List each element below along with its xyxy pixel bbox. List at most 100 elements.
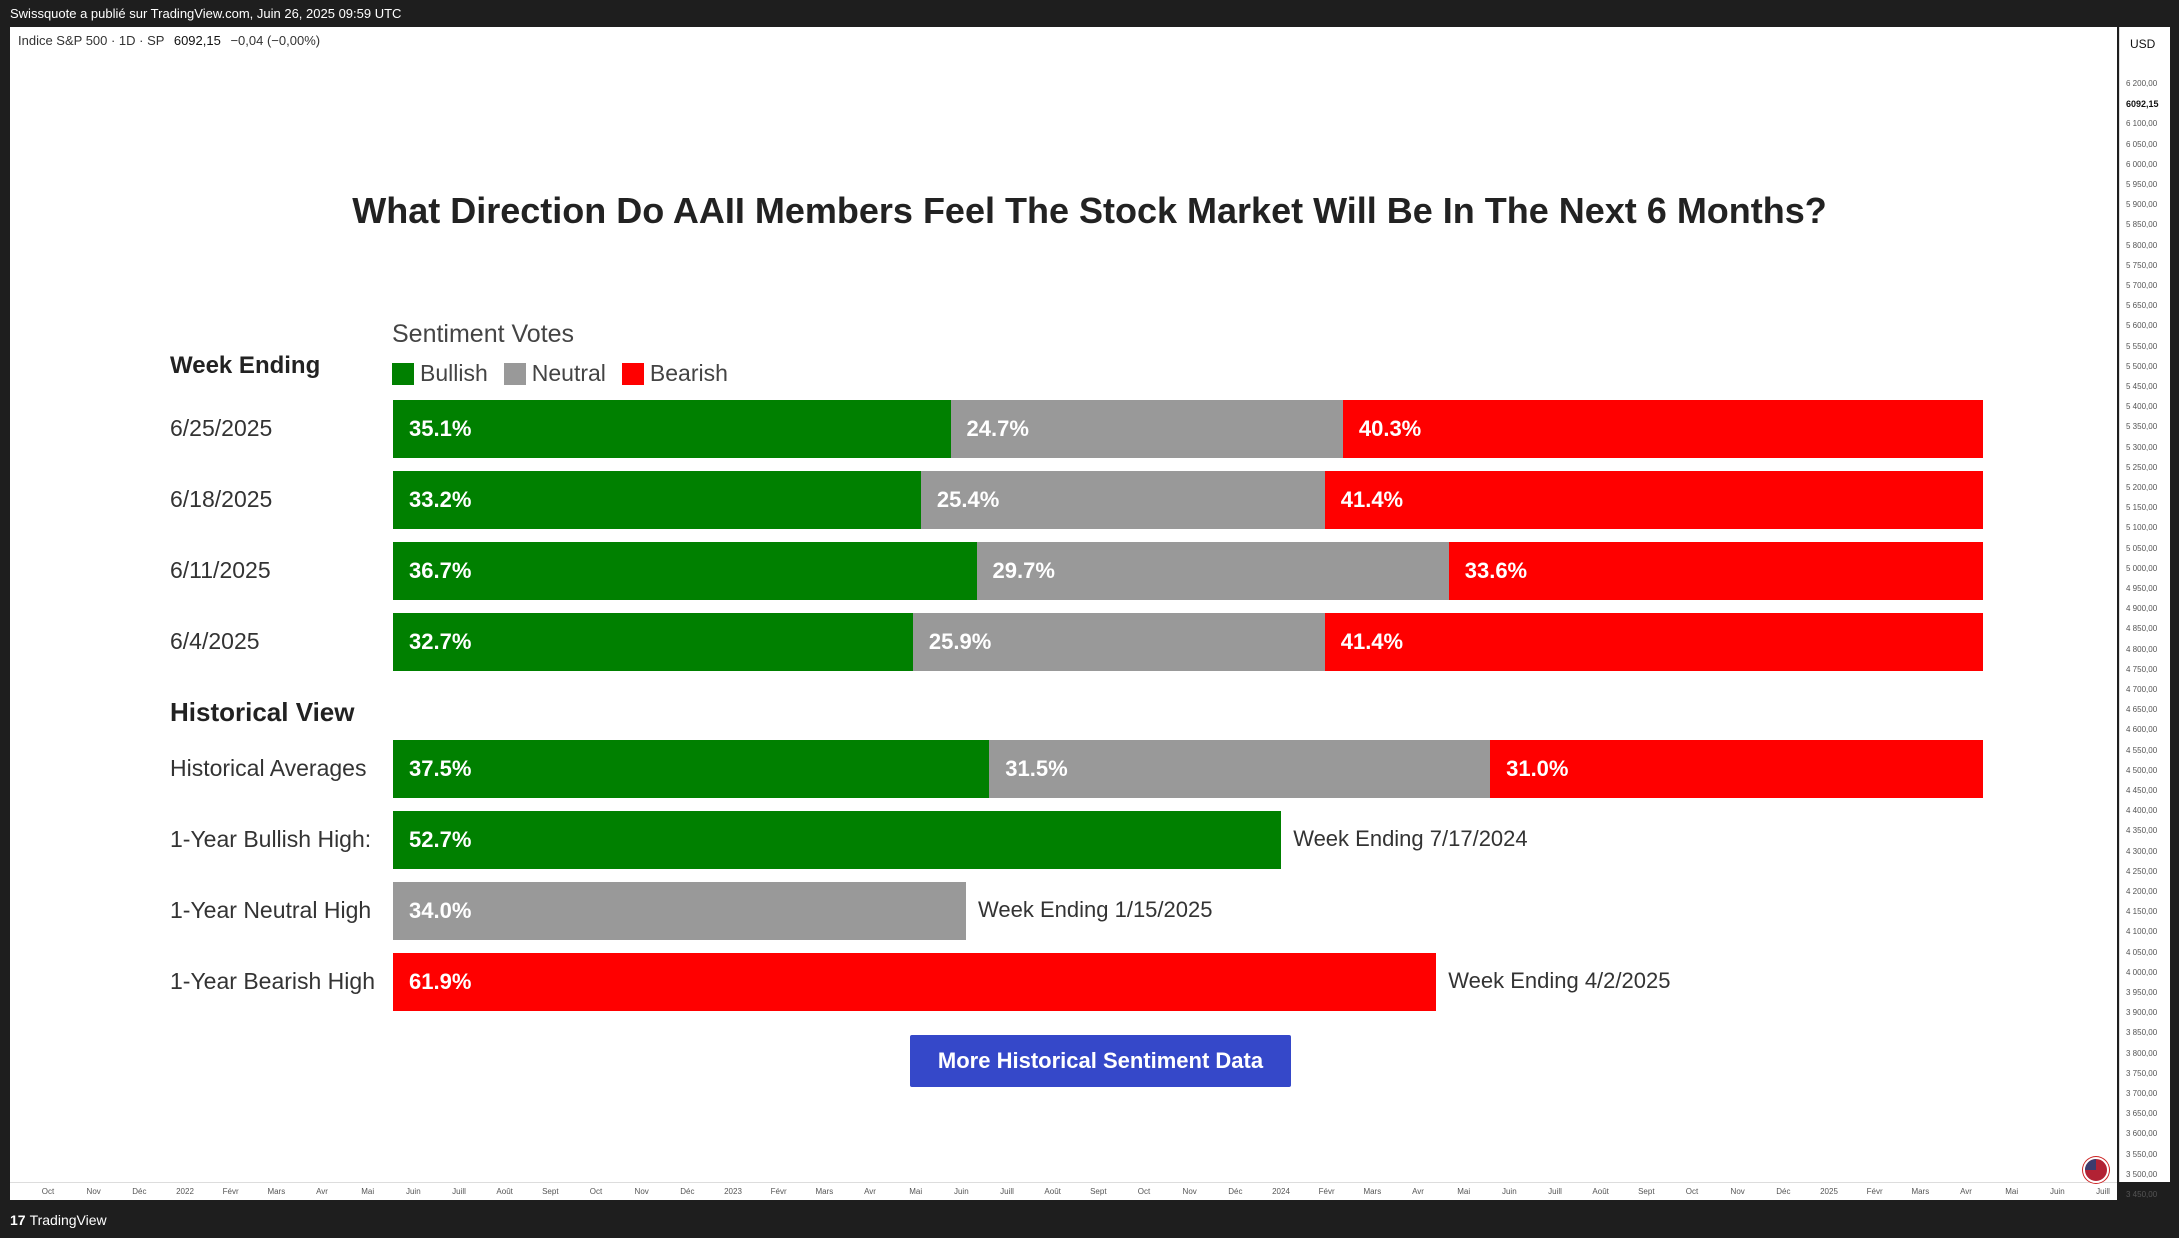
bar-segment-neutral: 25.9% — [912, 613, 1325, 671]
row-label: Historical Averages — [170, 755, 367, 781]
time-tick: Mai — [2005, 1187, 2019, 1196]
price-tick: 5 950,00 — [2126, 180, 2158, 189]
currency-label[interactable]: USD — [2130, 37, 2156, 51]
price-tick: 6 050,00 — [2126, 139, 2158, 149]
price-tick: 4 250,00 — [2126, 866, 2158, 876]
row-label: 1-Year Bullish High: — [170, 826, 372, 852]
price-tick: 3 750,00 — [2126, 1068, 2158, 1078]
price-tick: 4 050,00 — [2126, 947, 2158, 957]
price-tick: 6 200,00 — [2126, 79, 2158, 88]
time-tick: Déc — [1776, 1187, 1791, 1196]
time-tick: Août — [1044, 1187, 1061, 1196]
price-tick: 5 100,00 — [2126, 523, 2158, 533]
price-tick: 4 000,00 — [2126, 967, 2158, 977]
bar-segment-neutral: 31.5% — [989, 740, 1491, 798]
bar-segment-bearish: 33.6% — [1448, 542, 1983, 600]
symbol-info: Indice S&P 500 · 1D · SP 6092,15 −0,04 (… — [18, 33, 320, 48]
time-tick: Juill — [1548, 1187, 1562, 1196]
time-tick: Oct — [41, 1187, 55, 1196]
time-tick: Août — [496, 1187, 513, 1196]
price-tick: 4 650,00 — [2126, 705, 2158, 715]
top-bar: Swissquote a publié sur TradingView.com,… — [0, 0, 2179, 27]
price-tick: 4 800,00 — [2126, 644, 2158, 654]
bar-segment-bearish: 41.4% — [1324, 471, 1983, 529]
legend-item-neutral: Neutral — [503, 360, 606, 387]
price-tick: 4 150,00 — [2126, 907, 2158, 917]
time-tick: Août — [1592, 1187, 1609, 1196]
bar-segment-neutral: 24.7% — [950, 400, 1343, 458]
more-historical-data-button[interactable]: More Historical Sentiment Data — [910, 1035, 1291, 1087]
bar-segment-neutral: 29.7% — [976, 542, 1449, 600]
price-tick: 5 200,00 — [2126, 483, 2158, 492]
time-tick: Mai — [909, 1187, 923, 1196]
us-flag-icon[interactable] — [2083, 1157, 2109, 1183]
price-tick: 5 600,00 — [2126, 321, 2158, 331]
time-tick: Mars — [1363, 1187, 1382, 1196]
price-tick: 4 750,00 — [2126, 664, 2158, 674]
price-tick: 5 300,00 — [2126, 442, 2158, 452]
time-tick: Déc — [680, 1187, 695, 1196]
bar-segment-bearish: 31.0% — [1490, 740, 1983, 798]
legend-item-bullish: Bullish — [392, 360, 488, 387]
price-tick: 3 950,00 — [2126, 988, 2158, 997]
price-tick: 5 700,00 — [2126, 281, 2158, 290]
price-tick: 5 450,00 — [2126, 382, 2158, 391]
row-label: 6/25/2025 — [170, 415, 273, 441]
legend-item-bearish: Bearish — [621, 360, 728, 387]
time-axis[interactable]: Oct Nov Déc 2022 Févr Mars Avr Mai Juin Juill Août… — [10, 1182, 2117, 1201]
price-tick: 5 800,00 — [2126, 240, 2158, 250]
high-date-note: Week Ending 7/17/2024 — [1293, 826, 1528, 851]
high-bar-bearish: 61.9% — [393, 953, 1437, 1011]
price-tick: 3 550,00 — [2126, 1149, 2158, 1159]
time-tick: Juill — [1000, 1187, 1014, 1196]
price-tick: 4 500,00 — [2126, 765, 2158, 775]
price-axis[interactable]: USD 6 200,006 150,006 100,006 050,006 00… — [2119, 27, 2170, 1199]
tradingview-logo[interactable]: 17 TradingView — [10, 1212, 107, 1228]
price-tick: 5 850,00 — [2126, 220, 2158, 230]
time-tick: 2024 — [1272, 1187, 1290, 1196]
row-label: 6/18/2025 — [170, 486, 273, 512]
time-tick: Juin — [405, 1187, 421, 1196]
price-tick: 4 350,00 — [2126, 826, 2158, 836]
time-tick: Juin — [2049, 1187, 2065, 1196]
time-tick: Avr — [1412, 1187, 1424, 1196]
time-tick: Déc — [1228, 1187, 1243, 1196]
time-tick: Févr — [770, 1187, 787, 1196]
price-tick: 5 350,00 — [2126, 422, 2158, 432]
row-label: 1-Year Neutral High — [170, 897, 372, 923]
stacked-bar: 33.2% 25.4% 41.4% — [393, 471, 1983, 529]
time-tick: Févr — [1318, 1187, 1335, 1196]
bar-segment-neutral: 25.4% — [920, 471, 1325, 529]
stacked-bar: 37.5% 31.5% 31.0% — [393, 740, 1983, 798]
time-tick: Mars — [1911, 1187, 1930, 1196]
tv-logo-icon: 17 — [10, 1212, 26, 1228]
time-tick: Juin — [1501, 1187, 1517, 1196]
price-tick: 5 900,00 — [2126, 200, 2158, 210]
bar-segment-bullish: 52.7% — [393, 811, 1282, 869]
time-tick: Nov — [1730, 1187, 1745, 1196]
legend-label-bullish: Bullish — [420, 360, 488, 386]
price-tick: 4 400,00 — [2126, 806, 2158, 816]
bar-segment-bullish: 32.7% — [393, 613, 913, 671]
time-tick: Nov — [86, 1187, 101, 1196]
stacked-bar: 35.1% 24.7% 40.3% — [393, 400, 1983, 458]
bar-segment-bearish: 40.3% — [1342, 400, 1983, 458]
legend-label-neutral: Neutral — [531, 360, 606, 386]
time-tick: Sept — [542, 1187, 559, 1196]
bar-segment-bullish: 36.7% — [393, 542, 977, 600]
historical-view-header: Historical View — [170, 697, 355, 727]
symbol-change: −0,04 (−0,00%) — [230, 33, 321, 48]
price-tick: 5 650,00 — [2126, 301, 2158, 311]
time-tick: Avr — [864, 1187, 876, 1196]
bar-segment-neutral: 34.0% — [393, 882, 967, 940]
bottom-bar — [0, 1200, 2179, 1238]
price-tick: 5 750,00 — [2126, 260, 2158, 270]
legend: Bullish Neutral Bearish — [392, 360, 738, 387]
time-tick: Nov — [634, 1187, 649, 1196]
time-tick: Juill — [2096, 1187, 2110, 1196]
time-tick: 2025 — [1820, 1187, 1838, 1196]
time-tick: Sept — [1090, 1187, 1107, 1196]
price-tick: 4 450,00 — [2126, 786, 2158, 795]
time-tick: Juill — [452, 1187, 466, 1196]
bar-segment-bullish: 35.1% — [393, 400, 951, 458]
